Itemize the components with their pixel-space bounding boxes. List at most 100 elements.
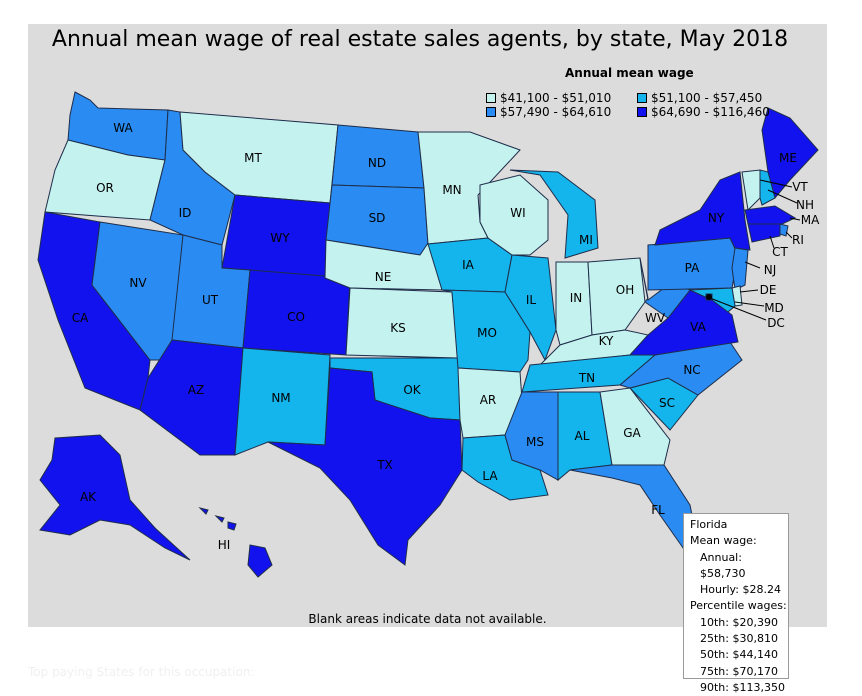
state-label-md: MD bbox=[764, 301, 784, 315]
state-label-or: OR bbox=[96, 181, 114, 195]
legend-item-bin-2: $51,100 - $57,450 bbox=[637, 91, 762, 105]
state-nh[interactable] bbox=[759, 169, 776, 206]
legend-label: $41,100 - $51,010 bbox=[500, 91, 612, 105]
state-nj[interactable] bbox=[731, 247, 749, 291]
state-label-nj: NJ bbox=[764, 263, 777, 277]
dc-marker bbox=[706, 294, 712, 300]
state-label-va: VA bbox=[690, 320, 706, 334]
leader-line-ma bbox=[789, 217, 801, 221]
state-label-dc: DC bbox=[767, 316, 785, 330]
state-hi[interactable] bbox=[198, 507, 273, 578]
state-label-pa: PA bbox=[685, 261, 700, 275]
leader-line-md bbox=[734, 301, 765, 307]
state-label-nv: NV bbox=[129, 276, 147, 290]
state-label-wy: WY bbox=[270, 231, 290, 245]
leader-line-de bbox=[739, 289, 759, 293]
legend-swatch bbox=[486, 107, 496, 117]
state-label-nc: NC bbox=[683, 363, 700, 377]
state-label-ar: AR bbox=[480, 393, 497, 407]
state-label-az: AZ bbox=[188, 383, 204, 397]
leader-line-vt bbox=[759, 179, 793, 188]
state-label-la: LA bbox=[482, 469, 498, 483]
state-label-tn: TN bbox=[578, 371, 595, 385]
state-label-nm: NM bbox=[271, 391, 290, 405]
state-label-co: CO bbox=[287, 310, 305, 324]
state-label-in: IN bbox=[570, 291, 583, 305]
state-label-nh: NH bbox=[796, 198, 814, 212]
tooltip-p25: 25th: $30,810 bbox=[700, 632, 778, 646]
top-paying-heading: Top paying States for this occupation: bbox=[28, 665, 255, 679]
map-title: Annual mean wage of real estate sales ag… bbox=[51, 27, 789, 52]
leader-line-nj bbox=[744, 261, 761, 269]
state-label-ok: OK bbox=[403, 383, 421, 397]
leader-line-dc bbox=[709, 297, 767, 321]
tooltip-percentile-label: Percentile wages: bbox=[690, 599, 787, 613]
legend-swatch bbox=[486, 93, 496, 103]
state-me[interactable] bbox=[761, 107, 819, 200]
state-label-ak: AK bbox=[80, 490, 97, 504]
state-label-ny: NY bbox=[708, 211, 725, 225]
state-label-ga: GA bbox=[623, 426, 641, 440]
tooltip-mean-label: Mean wage: bbox=[690, 534, 757, 548]
state-label-il: IL bbox=[526, 293, 537, 307]
tooltip-hourly: Hourly: $28.24 bbox=[700, 583, 781, 597]
state-label-mi: MI bbox=[579, 233, 593, 247]
legend-item-bin-1: $41,100 - $51,010 bbox=[486, 91, 611, 105]
state-ak[interactable] bbox=[39, 434, 191, 561]
state-oh[interactable] bbox=[587, 257, 646, 336]
state-label-ia: IA bbox=[462, 258, 475, 272]
state-label-hi: HI bbox=[218, 538, 231, 552]
state-ga[interactable] bbox=[599, 387, 671, 466]
state-label-ne: NE bbox=[375, 270, 392, 284]
map-footnote: Blank areas indicate data not available. bbox=[308, 612, 547, 626]
state-label-mo: MO bbox=[477, 326, 497, 340]
state-ri[interactable] bbox=[779, 223, 789, 237]
state-ny[interactable] bbox=[654, 171, 751, 251]
state-ma[interactable] bbox=[744, 205, 797, 226]
tooltip-p75: 75th: $70,170 bbox=[700, 664, 778, 678]
legend-swatch bbox=[637, 107, 647, 117]
state-mi[interactable] bbox=[509, 169, 599, 259]
state-vt[interactable] bbox=[741, 169, 761, 212]
tooltip-state-name: Florida bbox=[690, 518, 728, 531]
legend-label: $57,490 - $64,610 bbox=[500, 105, 612, 119]
legend-title: Annual mean wage bbox=[565, 66, 694, 80]
state-tx[interactable] bbox=[267, 367, 463, 566]
legend-swatch bbox=[637, 93, 647, 103]
leader-line-ri bbox=[785, 231, 793, 239]
state-wi[interactable] bbox=[479, 174, 549, 256]
legend-item-bin-4: $64,690 - $116,460 bbox=[637, 105, 770, 119]
state-label-mt: MT bbox=[244, 151, 262, 165]
leader-line-nh bbox=[767, 189, 798, 204]
state-label-nd: ND bbox=[368, 156, 386, 170]
tooltip-p90: 90th: $113,350 bbox=[700, 680, 785, 694]
state-label-vt: VT bbox=[792, 180, 808, 194]
legend-label: $64,690 - $116,460 bbox=[651, 105, 770, 119]
state-label-ky: KY bbox=[599, 334, 614, 348]
state-label-me: ME bbox=[779, 151, 797, 165]
state-label-de: DE bbox=[760, 283, 777, 297]
state-label-ms: MS bbox=[526, 435, 544, 449]
state-label-wv: WV bbox=[645, 311, 666, 325]
leader-line-ct bbox=[769, 235, 775, 249]
tooltip-p50: 50th: $44,140 bbox=[700, 648, 778, 662]
legend-item-bin-3: $57,490 - $64,610 bbox=[486, 105, 611, 119]
state-label-id: ID bbox=[179, 206, 192, 220]
state-label-ca: CA bbox=[72, 311, 89, 325]
state-label-wa: WA bbox=[113, 121, 133, 135]
state-tooltip: Florida Mean wage: Annual: $58,730 Hourl… bbox=[683, 513, 789, 694]
state-label-mn: MN bbox=[442, 183, 461, 197]
state-label-sc: SC bbox=[659, 396, 675, 410]
state-label-al: AL bbox=[575, 429, 590, 443]
state-fl[interactable] bbox=[569, 464, 699, 556]
state-label-ct: CT bbox=[772, 245, 788, 259]
state-ct[interactable] bbox=[747, 223, 781, 243]
state-label-ut: UT bbox=[202, 293, 219, 307]
state-label-ks: KS bbox=[390, 321, 406, 335]
state-label-tx: TX bbox=[376, 458, 393, 472]
state-label-ri: RI bbox=[792, 233, 804, 247]
tooltip-p10: 10th: $20,390 bbox=[700, 615, 778, 629]
state-label-fl: FL bbox=[651, 503, 665, 517]
state-label-sd: SD bbox=[369, 211, 386, 225]
